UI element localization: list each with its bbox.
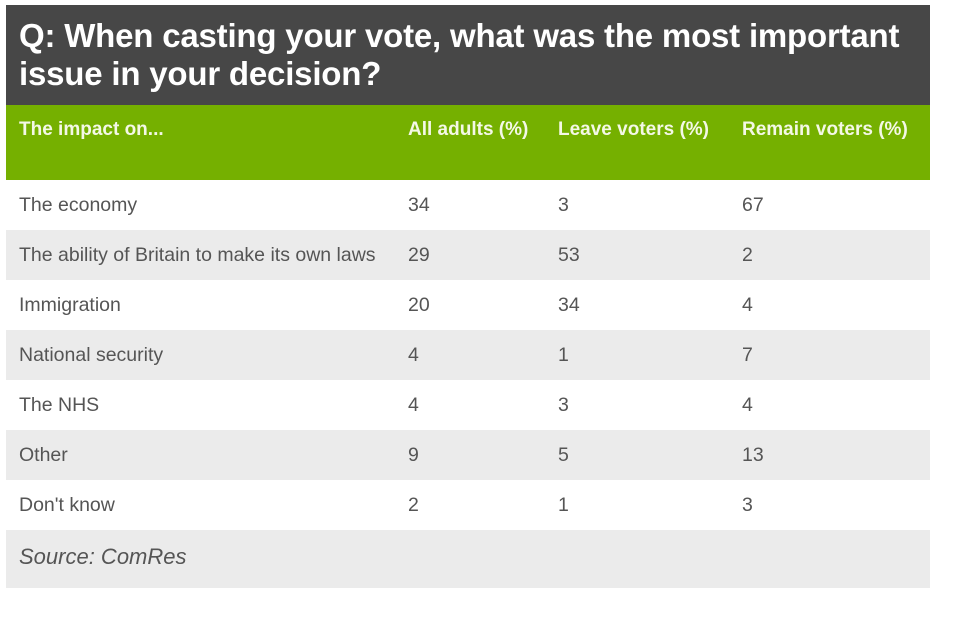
issue-cell: Immigration (6, 280, 395, 330)
percent-cell: 3 (545, 180, 729, 230)
issue-cell: Other (6, 430, 395, 480)
percent-cell: 5 (545, 430, 729, 480)
percent-cell: 3 (729, 480, 930, 530)
issue-cell: The NHS (6, 380, 395, 430)
column-header: Leave voters (%) (545, 105, 729, 180)
table-row: Other 9 5 13 (6, 430, 930, 480)
table-row: The ability of Britain to make its own l… (6, 230, 930, 280)
percent-cell: 67 (729, 180, 930, 230)
table-row: Immigration 20 34 4 (6, 280, 930, 330)
percent-cell: 3 (545, 380, 729, 430)
percent-cell: 4 (395, 380, 545, 430)
percent-cell: 1 (545, 480, 729, 530)
percent-cell: 9 (395, 430, 545, 480)
column-header: All adults (%) (395, 105, 545, 180)
poll-table-graphic: Q: When casting your vote, what was the … (6, 5, 930, 588)
header-row: The impact on... All adults (%) Leave vo… (6, 105, 930, 180)
issue-cell: The ability of Britain to make its own l… (6, 230, 395, 280)
percent-cell: 2 (395, 480, 545, 530)
issue-cell: National security (6, 330, 395, 380)
percent-cell: 53 (545, 230, 729, 280)
issue-cell: Don't know (6, 480, 395, 530)
percent-cell: 2 (729, 230, 930, 280)
table-row: Don't know 2 1 3 (6, 480, 930, 530)
source-note: Source: ComRes (6, 530, 930, 588)
percent-cell: 4 (729, 380, 930, 430)
table-row: National security 4 1 7 (6, 330, 930, 380)
percent-cell: 7 (729, 330, 930, 380)
percent-cell: 13 (729, 430, 930, 480)
results-table: The impact on... All adults (%) Leave vo… (6, 105, 930, 530)
column-header: The impact on... (6, 105, 395, 180)
percent-cell: 34 (545, 280, 729, 330)
percent-cell: 20 (395, 280, 545, 330)
column-header: Remain voters (%) (729, 105, 930, 180)
percent-cell: 4 (395, 330, 545, 380)
percent-cell: 29 (395, 230, 545, 280)
table-row: The NHS 4 3 4 (6, 380, 930, 430)
question-title: Q: When casting your vote, what was the … (6, 5, 930, 105)
percent-cell: 34 (395, 180, 545, 230)
table-row: The economy 34 3 67 (6, 180, 930, 230)
percent-cell: 4 (729, 280, 930, 330)
issue-cell: The economy (6, 180, 395, 230)
percent-cell: 1 (545, 330, 729, 380)
